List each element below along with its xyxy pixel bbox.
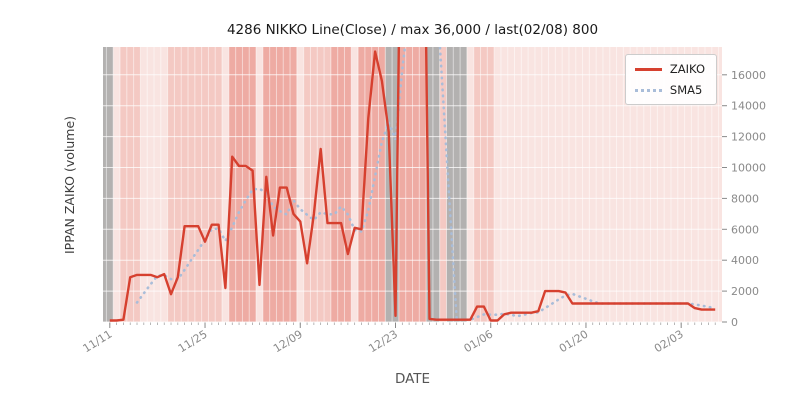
band-1 bbox=[120, 47, 141, 322]
band-1 bbox=[473, 47, 495, 322]
y-tick-label: 0 bbox=[731, 316, 738, 329]
legend-label-zaiko: ZAIKO bbox=[669, 62, 705, 76]
band-1 bbox=[439, 47, 447, 322]
band-2 bbox=[330, 47, 352, 322]
x-tick-label: 11/11 bbox=[81, 328, 115, 356]
series-group bbox=[109, 47, 717, 322]
band-g bbox=[103, 47, 114, 322]
x-tick-label: 12/23 bbox=[366, 328, 400, 356]
x-tick-label: 01/20 bbox=[557, 328, 591, 356]
y-tick-label: 6000 bbox=[731, 223, 759, 236]
y-tick-label: 8000 bbox=[731, 192, 759, 205]
y-tick-label: 16000 bbox=[731, 69, 766, 82]
y-tick-label: 2000 bbox=[731, 285, 759, 298]
zaiko-line-swatch bbox=[634, 67, 662, 71]
legend-item-sma5: SMA5 bbox=[634, 83, 705, 97]
legend-item-zaiko: ZAIKO bbox=[634, 62, 705, 76]
zaiko-line bbox=[109, 47, 716, 322]
x-tick-label: 12/09 bbox=[271, 328, 305, 356]
legend: ZAIKO SMA5 bbox=[624, 54, 717, 105]
band-g bbox=[446, 47, 467, 322]
y-tick-label: 12000 bbox=[731, 131, 766, 144]
x-axis-label: DATE bbox=[394, 371, 431, 387]
y-tick-label: 10000 bbox=[731, 162, 766, 175]
chart-title: 4286 NIKKO Line(Close) / max 36,000 / la… bbox=[226, 22, 599, 38]
y-tick-label: 4000 bbox=[731, 254, 759, 267]
x-axis: 11/11 11/25 12/09 12/23 01/06 01/20 02/03 bbox=[81, 322, 716, 356]
y-tick-label: 14000 bbox=[731, 100, 766, 113]
x-tick-label: 11/25 bbox=[176, 328, 210, 356]
y-axis: 0 2000 4000 6000 8000 10000 12000 14000 16000 bbox=[722, 69, 766, 329]
x-tick-label: 02/03 bbox=[652, 328, 686, 356]
band-2 bbox=[262, 47, 297, 322]
x-tick-label: 01/06 bbox=[462, 328, 496, 356]
y-axis-label: IPPAN ZAIKO (volume) bbox=[62, 115, 77, 254]
legend-label-sma5: SMA5 bbox=[669, 83, 703, 97]
sma5-line-swatch bbox=[634, 88, 662, 92]
